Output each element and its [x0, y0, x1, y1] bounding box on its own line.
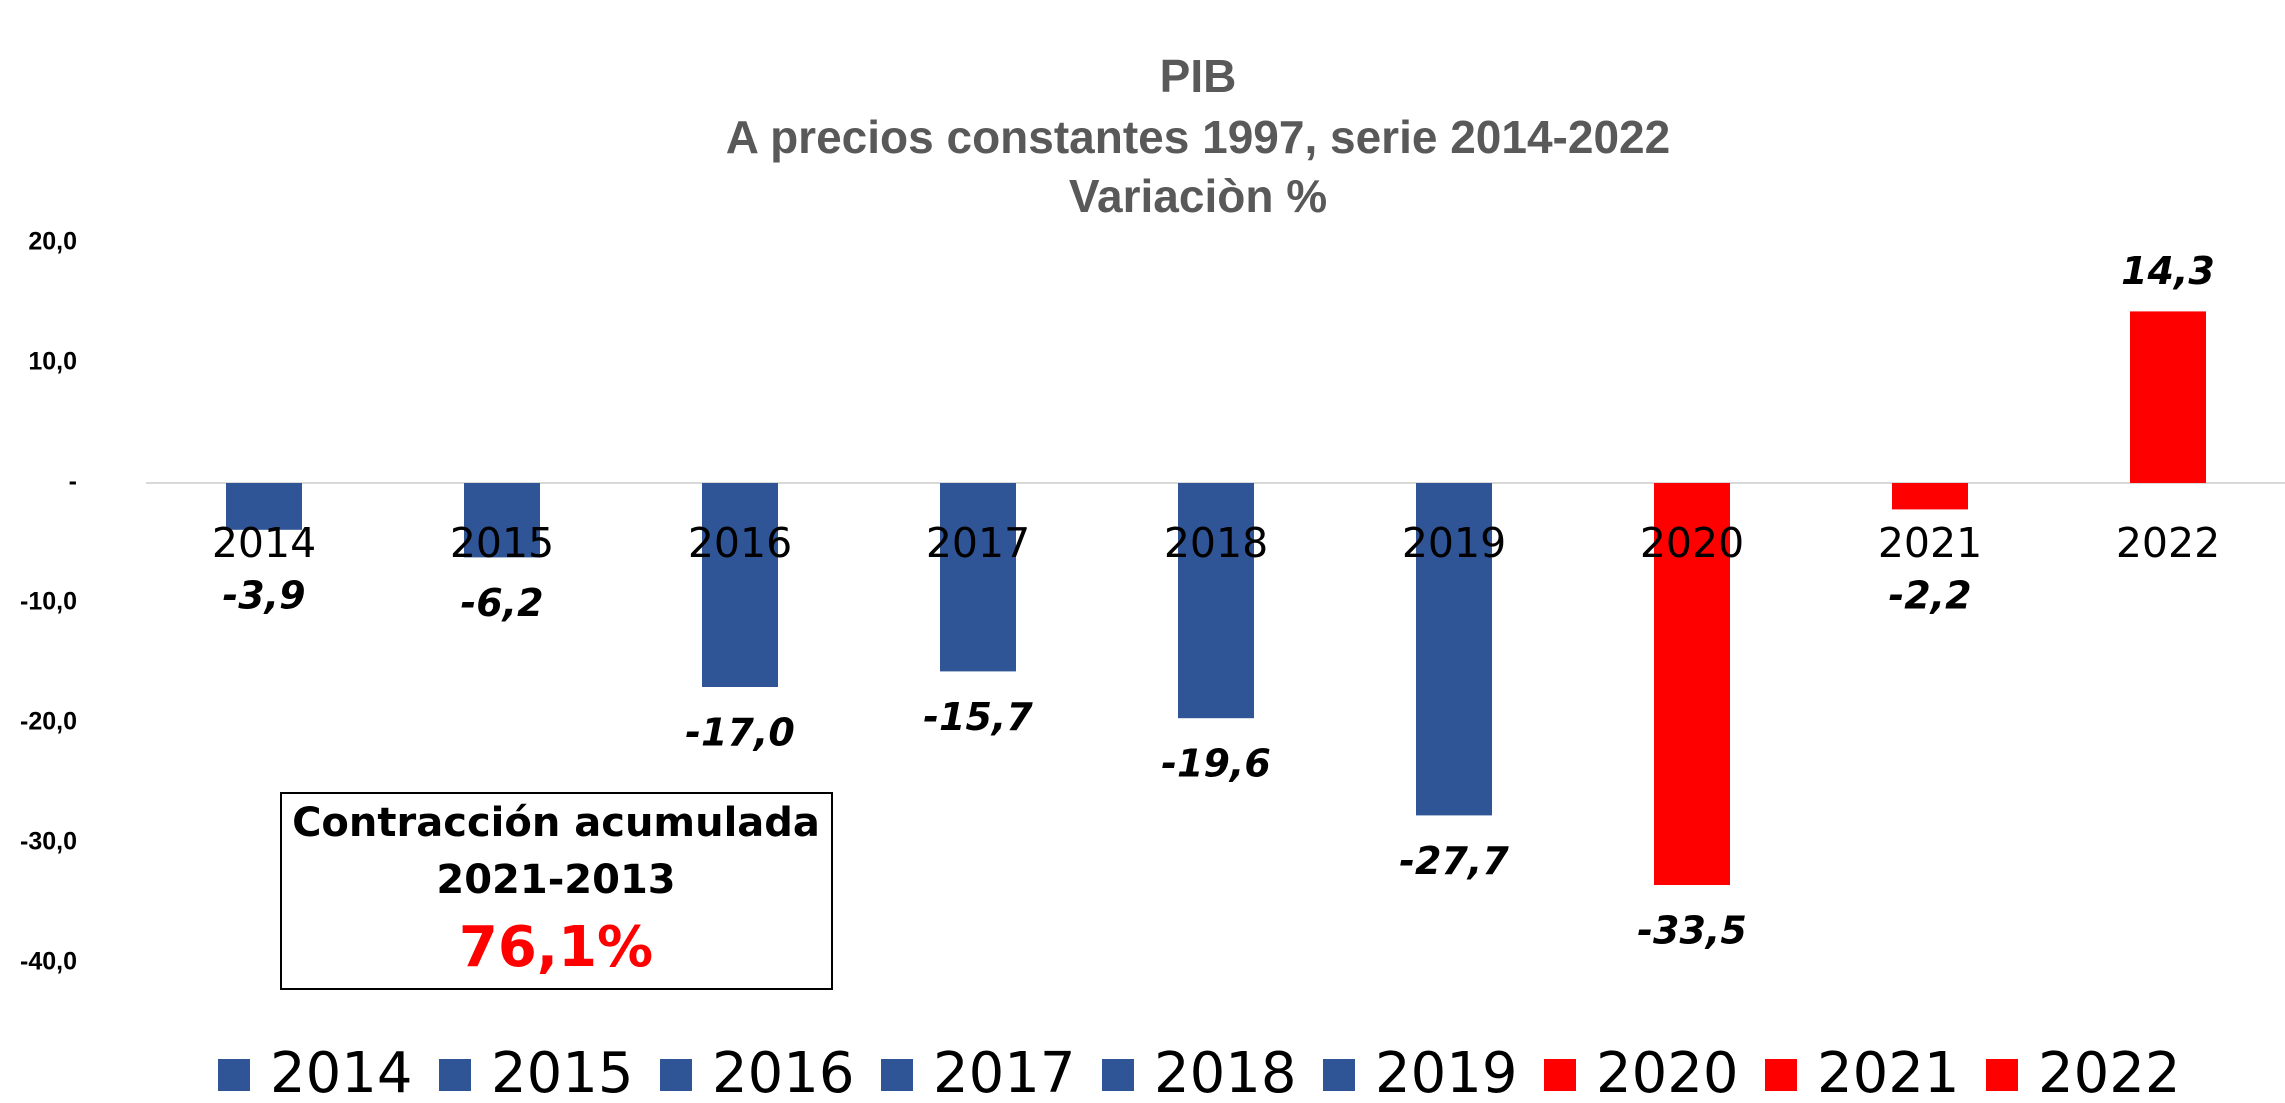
bar: [940, 483, 1016, 672]
legend-label: 2020: [1596, 1041, 1739, 1103]
legend-swatch: [881, 1059, 913, 1091]
bar: [1416, 483, 1492, 816]
y-tick-label: -40,0: [20, 948, 77, 976]
legend-label: 2022: [2038, 1041, 2181, 1103]
bar: [226, 483, 302, 530]
value-label: -3,9: [222, 574, 305, 618]
value-label: 14,3: [2121, 249, 2215, 293]
chart-subtitle: A precios constantes 1997, serie 2014-20…: [726, 111, 1670, 163]
y-tick-label: -10,0: [20, 588, 77, 616]
x-tick-label: 2016: [688, 519, 792, 567]
legend-swatch: [439, 1059, 471, 1091]
legend-swatch: [1544, 1059, 1576, 1091]
annotation: Contracción acumulada: [292, 800, 820, 846]
x-tick-label: 2020: [1640, 519, 1744, 567]
legend-swatch: [660, 1059, 692, 1091]
legend-label: 2018: [1154, 1041, 1297, 1103]
x-tick-label: 2021: [1878, 519, 1982, 567]
legend-label: 2019: [1375, 1041, 1518, 1103]
legend-swatch: [1986, 1059, 2018, 1091]
x-tick-label: 2019: [1402, 519, 1506, 567]
x-tick-label: 2022: [2116, 519, 2220, 567]
value-label: -33,5: [1637, 909, 1747, 953]
value-label: -19,6: [1161, 742, 1271, 786]
legend-label: 2017: [933, 1041, 1076, 1103]
chart-subtitle: Variaciòn %: [1069, 170, 1327, 222]
value-label: -2,2: [1888, 574, 1971, 618]
y-tick-label: -20,0: [20, 708, 77, 736]
y-tick-label: -: [69, 468, 77, 496]
value-label: -6,2: [460, 581, 543, 625]
value-label: -27,7: [1399, 839, 1509, 883]
bar: [464, 483, 540, 558]
legend-swatch: [1102, 1059, 1134, 1091]
annotation: 2021-2013: [436, 857, 675, 903]
legend-label: 2021: [1817, 1041, 1960, 1103]
legend-label: 2015: [491, 1041, 634, 1103]
value-label: -17,0: [685, 711, 795, 755]
value-label: -15,7: [923, 695, 1033, 739]
legend-label: 2016: [712, 1041, 855, 1103]
bar: [1892, 483, 1968, 510]
y-tick-label: 10,0: [28, 348, 77, 376]
legend-swatch: [218, 1059, 250, 1091]
x-tick-label: 2017: [926, 519, 1030, 567]
legend-label: 2014: [270, 1041, 413, 1103]
y-tick-label: 20,0: [28, 228, 77, 256]
bar: [702, 483, 778, 687]
legend-swatch: [1765, 1059, 1797, 1091]
chart-title: PIB: [1160, 50, 1237, 102]
bar: [1654, 483, 1730, 885]
bar: [1178, 483, 1254, 719]
bar: [2130, 311, 2206, 483]
x-tick-label: 2018: [1164, 519, 1268, 567]
x-tick-label: 2014: [212, 519, 316, 567]
annotation: 76,1%: [459, 915, 653, 980]
y-tick-label: -30,0: [20, 828, 77, 856]
x-tick-label: 2015: [450, 519, 554, 567]
legend-swatch: [1323, 1059, 1355, 1091]
annotation-box: [280, 792, 833, 990]
